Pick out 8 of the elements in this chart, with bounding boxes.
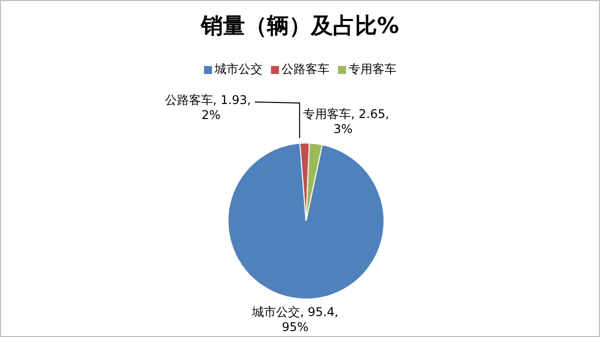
data-label: 专用客车, 2.65, 3% bbox=[303, 107, 390, 136]
chart-title: 销量（辆）及占比% bbox=[199, 13, 400, 41]
pie-slice bbox=[228, 142, 384, 300]
legend-label: 公路客车 bbox=[280, 61, 330, 78]
data-label: 城市公交, 95.4, 95% bbox=[251, 305, 338, 334]
legend-label: 专用客车 bbox=[348, 61, 396, 78]
legend-label: 城市公交 bbox=[214, 61, 262, 78]
data-label: 公路客车, 1.93, 2% bbox=[164, 93, 251, 122]
